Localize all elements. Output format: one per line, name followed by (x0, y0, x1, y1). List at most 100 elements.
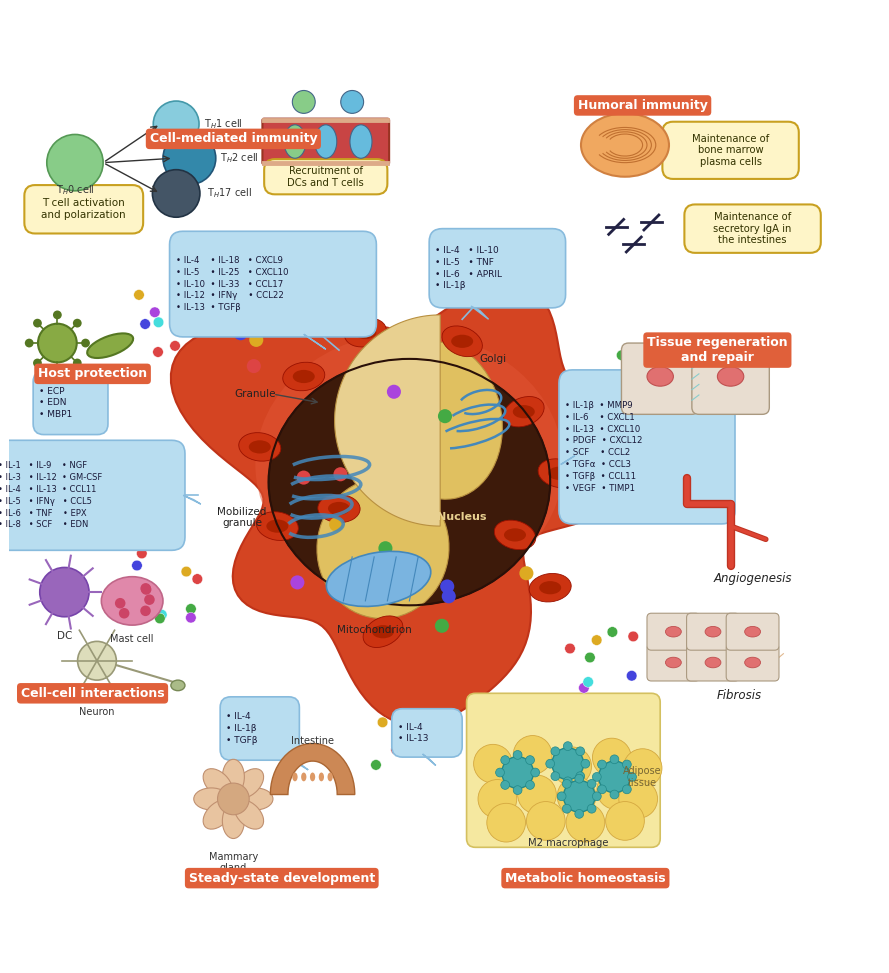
Circle shape (53, 310, 61, 319)
Circle shape (597, 785, 606, 794)
Circle shape (610, 790, 619, 799)
FancyBboxPatch shape (692, 343, 769, 414)
Text: Cell-cell interactions: Cell-cell interactions (20, 687, 164, 700)
Circle shape (73, 359, 82, 368)
Text: T cell activation
and polarization: T cell activation and polarization (42, 198, 126, 220)
Ellipse shape (328, 502, 350, 515)
Circle shape (291, 575, 304, 590)
Text: Adipose
tissue: Adipose tissue (623, 766, 662, 788)
Ellipse shape (363, 616, 403, 647)
Text: Mast cell: Mast cell (110, 634, 154, 644)
FancyBboxPatch shape (559, 370, 735, 523)
Ellipse shape (234, 769, 264, 798)
FancyBboxPatch shape (24, 185, 143, 234)
Circle shape (140, 605, 151, 616)
Circle shape (613, 393, 623, 403)
Circle shape (592, 792, 601, 801)
Circle shape (47, 134, 103, 191)
FancyBboxPatch shape (686, 644, 740, 681)
Circle shape (588, 779, 596, 788)
Text: Intestine: Intestine (291, 737, 334, 746)
Circle shape (546, 759, 555, 768)
Circle shape (565, 643, 575, 654)
Circle shape (478, 779, 517, 818)
Circle shape (387, 384, 401, 399)
Text: Mammary
gland: Mammary gland (209, 851, 258, 874)
Circle shape (525, 756, 534, 765)
Ellipse shape (647, 367, 673, 386)
Circle shape (340, 90, 364, 114)
Circle shape (564, 780, 595, 812)
Ellipse shape (101, 577, 163, 625)
Circle shape (583, 676, 594, 687)
FancyBboxPatch shape (662, 122, 799, 179)
Circle shape (153, 101, 199, 147)
FancyBboxPatch shape (429, 229, 565, 307)
Ellipse shape (255, 333, 564, 596)
Circle shape (501, 756, 509, 765)
Text: Host protection: Host protection (38, 368, 147, 380)
Ellipse shape (318, 494, 360, 523)
Circle shape (405, 738, 416, 747)
Ellipse shape (717, 367, 744, 386)
Circle shape (525, 780, 534, 789)
FancyBboxPatch shape (262, 119, 389, 164)
Text: • ECP
• EDN
• MBP1: • ECP • EDN • MBP1 (39, 386, 73, 419)
Circle shape (199, 299, 210, 309)
Circle shape (431, 734, 442, 744)
Circle shape (622, 760, 631, 769)
Circle shape (329, 518, 343, 531)
Text: Maintenance of
bone marrow
plasma cells: Maintenance of bone marrow plasma cells (692, 133, 769, 167)
Circle shape (566, 804, 605, 842)
Circle shape (38, 324, 76, 362)
Circle shape (551, 747, 560, 756)
Circle shape (181, 566, 192, 577)
Circle shape (626, 368, 637, 378)
Circle shape (610, 755, 619, 764)
Circle shape (513, 750, 522, 759)
Circle shape (170, 341, 180, 351)
FancyBboxPatch shape (647, 644, 700, 681)
FancyBboxPatch shape (685, 204, 821, 253)
Text: Steady-state development: Steady-state development (188, 872, 375, 884)
Circle shape (247, 359, 260, 373)
Circle shape (649, 342, 659, 352)
Circle shape (25, 339, 34, 347)
Circle shape (297, 471, 310, 485)
Ellipse shape (503, 397, 544, 427)
Circle shape (442, 590, 456, 603)
Circle shape (423, 733, 434, 743)
Circle shape (186, 612, 196, 623)
Circle shape (592, 773, 601, 781)
Text: Tissue regeneration
and repair: Tissue regeneration and repair (647, 336, 788, 364)
Circle shape (496, 768, 504, 776)
Ellipse shape (203, 800, 233, 829)
Ellipse shape (326, 552, 431, 606)
FancyBboxPatch shape (264, 160, 388, 195)
Circle shape (517, 775, 557, 813)
Ellipse shape (203, 769, 233, 798)
Circle shape (73, 319, 82, 328)
Circle shape (665, 381, 676, 392)
Circle shape (153, 317, 164, 328)
Circle shape (371, 760, 381, 771)
Text: Fibrosis: Fibrosis (717, 689, 762, 702)
FancyBboxPatch shape (467, 694, 661, 847)
Polygon shape (334, 315, 440, 526)
Text: T$_H$0 cell: T$_H$0 cell (56, 183, 94, 197)
Circle shape (422, 728, 433, 739)
Ellipse shape (745, 657, 760, 667)
Circle shape (501, 757, 533, 788)
Circle shape (153, 346, 164, 357)
Ellipse shape (234, 800, 264, 829)
Circle shape (501, 780, 509, 789)
Circle shape (563, 805, 571, 813)
Ellipse shape (345, 318, 386, 347)
Circle shape (163, 132, 216, 185)
Circle shape (619, 779, 658, 818)
Text: • IL-4
• IL-1β
• TGFβ: • IL-4 • IL-1β • TGFβ (227, 712, 258, 744)
Circle shape (152, 169, 200, 217)
Circle shape (610, 383, 621, 394)
Circle shape (597, 760, 606, 769)
Text: Humoral immunity: Humoral immunity (578, 99, 708, 112)
